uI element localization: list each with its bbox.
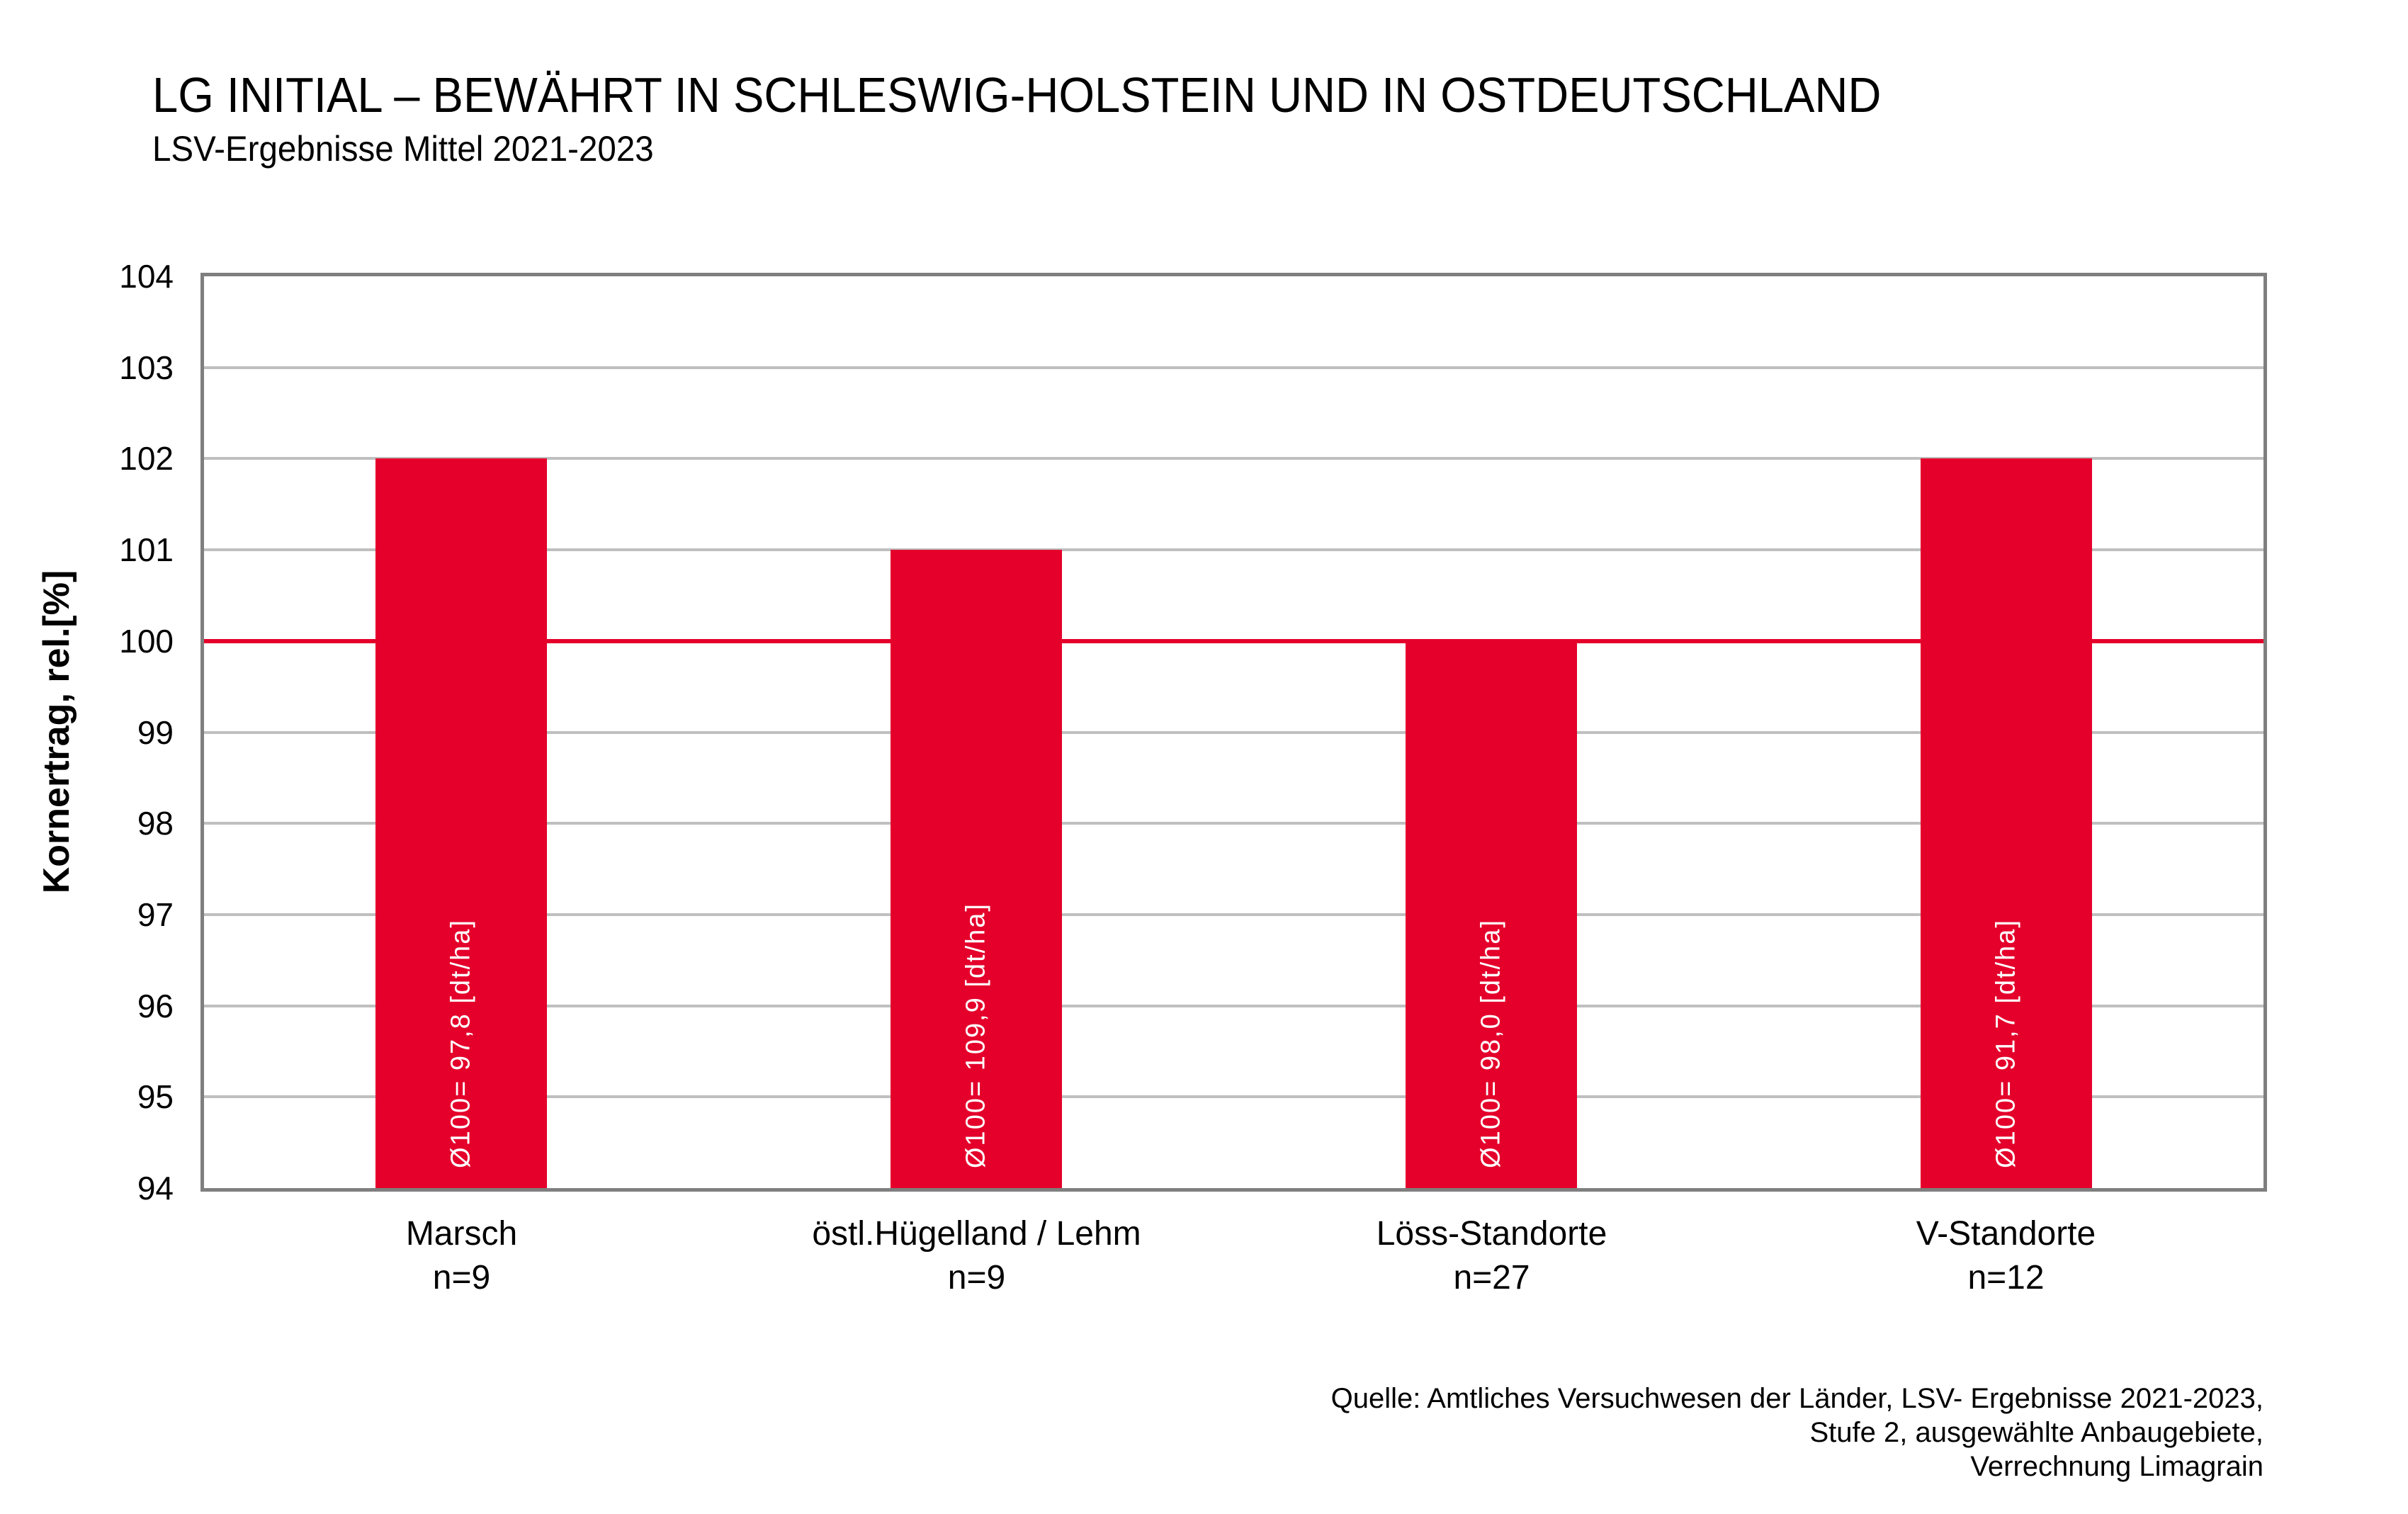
x-label-4: V-Standorte n=12	[1748, 1212, 2263, 1300]
chart-subtitle: LSV-Ergebnisse Mittel 2021-2023	[152, 129, 654, 169]
x-label-n: n=9	[947, 1259, 1006, 1296]
y-tick-98: 98	[137, 805, 174, 842]
gridline-96	[204, 1004, 2263, 1007]
gridline-103	[204, 366, 2263, 369]
bar-2: Ø100= 109,9 [dt/ha]	[891, 550, 1062, 1188]
y-tick-103: 103	[119, 349, 174, 386]
gridline-98	[204, 822, 2263, 825]
y-tick-100: 100	[119, 623, 174, 660]
gridline-99	[204, 730, 2263, 734]
y-tick-99: 99	[137, 714, 174, 751]
x-label-2: östl.Hügelland / Lehm n=9	[719, 1212, 1234, 1300]
bar-4: Ø100= 91,7 [dt/ha]	[1921, 458, 2092, 1188]
y-tick-95: 95	[137, 1078, 174, 1115]
x-label-category: östl.Hügelland / Lehm	[812, 1215, 1141, 1253]
x-label-1: Marsch n=9	[204, 1212, 719, 1300]
bar-1: Ø100= 97,8 [dt/ha]	[375, 458, 547, 1188]
bar-value-label-1: Ø100= 97,8 [dt/ha]	[446, 919, 476, 1168]
gridline-102	[204, 457, 2263, 461]
source-line-2: Stufe 2, ausgewählte Anbaugebiete,	[1809, 1417, 2263, 1448]
y-tick-97: 97	[137, 896, 174, 933]
gridline-97	[204, 913, 2263, 916]
x-label-n: n=12	[1967, 1259, 2045, 1296]
x-label-category: Löss-Standorte	[1376, 1215, 1607, 1253]
chart-title: LG INITIAL – BEWÄHRT IN SCHLESWIG-HOLSTE…	[152, 67, 1882, 123]
gridline-101	[204, 548, 2263, 552]
y-tick-96: 96	[137, 988, 174, 1024]
source-note: Quelle: Amtliches Versuchwesen der Lände…	[1331, 1382, 2263, 1484]
y-tick-104: 104	[119, 258, 174, 295]
bar-3: Ø100= 98,0 [dt/ha]	[1406, 641, 1577, 1188]
reference-line-100	[204, 638, 2263, 643]
y-tick-94: 94	[137, 1170, 174, 1207]
plot-area: Ø100= 97,8 [dt/ha] Ø100= 109,9 [dt/ha] Ø10…	[204, 276, 2263, 1188]
bar-value-label-2: Ø100= 109,9 [dt/ha]	[961, 903, 991, 1168]
x-label-3: Löss-Standorte n=27	[1234, 1212, 1749, 1300]
y-tick-101: 101	[119, 531, 174, 568]
x-label-category: V-Standorte	[1916, 1215, 2096, 1253]
x-label-n: n=9	[432, 1259, 491, 1296]
x-label-category: Marsch	[405, 1215, 518, 1253]
bar-value-label-4: Ø100= 91,7 [dt/ha]	[1991, 919, 2021, 1168]
source-line-3: Verrechnung Limagrain	[1970, 1451, 2263, 1482]
gridline-95	[204, 1095, 2263, 1099]
x-label-n: n=27	[1453, 1259, 1530, 1296]
bar-value-label-3: Ø100= 98,0 [dt/ha]	[1476, 919, 1506, 1168]
source-line-1: Quelle: Amtliches Versuchwesen der Lände…	[1330, 1383, 2263, 1414]
y-tick-102: 102	[119, 440, 174, 477]
